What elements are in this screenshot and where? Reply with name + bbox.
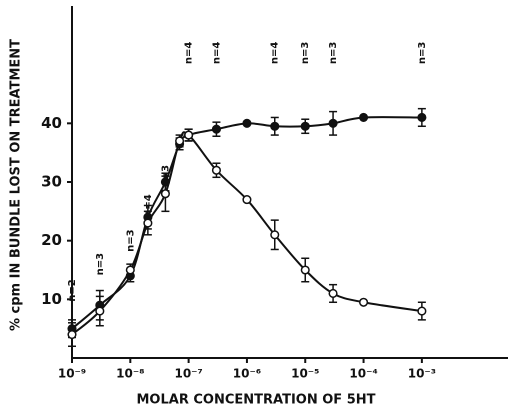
data-point — [211, 124, 221, 134]
series-curve — [71, 116, 422, 330]
data-point — [95, 306, 105, 316]
x-tick-label: 10⁻⁷ — [174, 367, 202, 381]
x-tick-label: 10⁻⁵ — [291, 367, 319, 381]
data-point — [125, 265, 135, 275]
data-point — [359, 297, 369, 307]
x-tick-label: 10⁻⁸ — [116, 367, 144, 381]
annotation: n=4 — [211, 42, 222, 64]
data-point — [184, 130, 194, 140]
data-point — [143, 218, 153, 228]
data-point — [359, 112, 369, 123]
annotation: n=3 — [95, 253, 106, 275]
annotation: n=4 — [184, 42, 195, 64]
x-tick-label: 10⁻⁶ — [233, 367, 261, 381]
annotation: n=3 — [160, 165, 171, 187]
annotation: n=3 — [300, 42, 311, 64]
x-tick-label: 10⁻⁴ — [349, 367, 377, 381]
data-point — [328, 118, 338, 128]
data-point — [417, 306, 427, 316]
x-axis-label: MOLAR CONCENTRATION OF 5HT — [137, 393, 376, 408]
annotation: n=4 — [270, 42, 281, 64]
annotation: n=3 — [125, 229, 136, 251]
x-tick-label: 10⁻⁹ — [58, 367, 86, 381]
data-point — [242, 118, 252, 128]
x-tick-label: 10⁻³ — [408, 367, 436, 381]
annotation: n=3 — [328, 42, 339, 64]
annotation: n=4 — [143, 194, 154, 216]
data-point — [300, 121, 310, 131]
data-point — [67, 329, 77, 340]
y-axis-label: % cpm IN BUNDLE LOST ON TREATMENT — [9, 39, 24, 331]
y-tick-label: 10 — [41, 290, 62, 308]
data-point — [160, 189, 170, 199]
data-point — [270, 121, 280, 131]
data-point — [270, 230, 280, 240]
y-tick-label: 20 — [41, 231, 62, 249]
data-point — [211, 165, 221, 175]
annotation: n=2 — [67, 279, 78, 301]
y-tick-label: 30 — [41, 173, 62, 191]
data-point — [242, 195, 252, 205]
annotation: n=3 — [417, 42, 428, 64]
data-point — [417, 112, 427, 123]
data-point — [300, 265, 310, 275]
y-tick-label: 40 — [41, 114, 62, 132]
data-point — [175, 136, 185, 146]
data-point — [328, 288, 338, 299]
